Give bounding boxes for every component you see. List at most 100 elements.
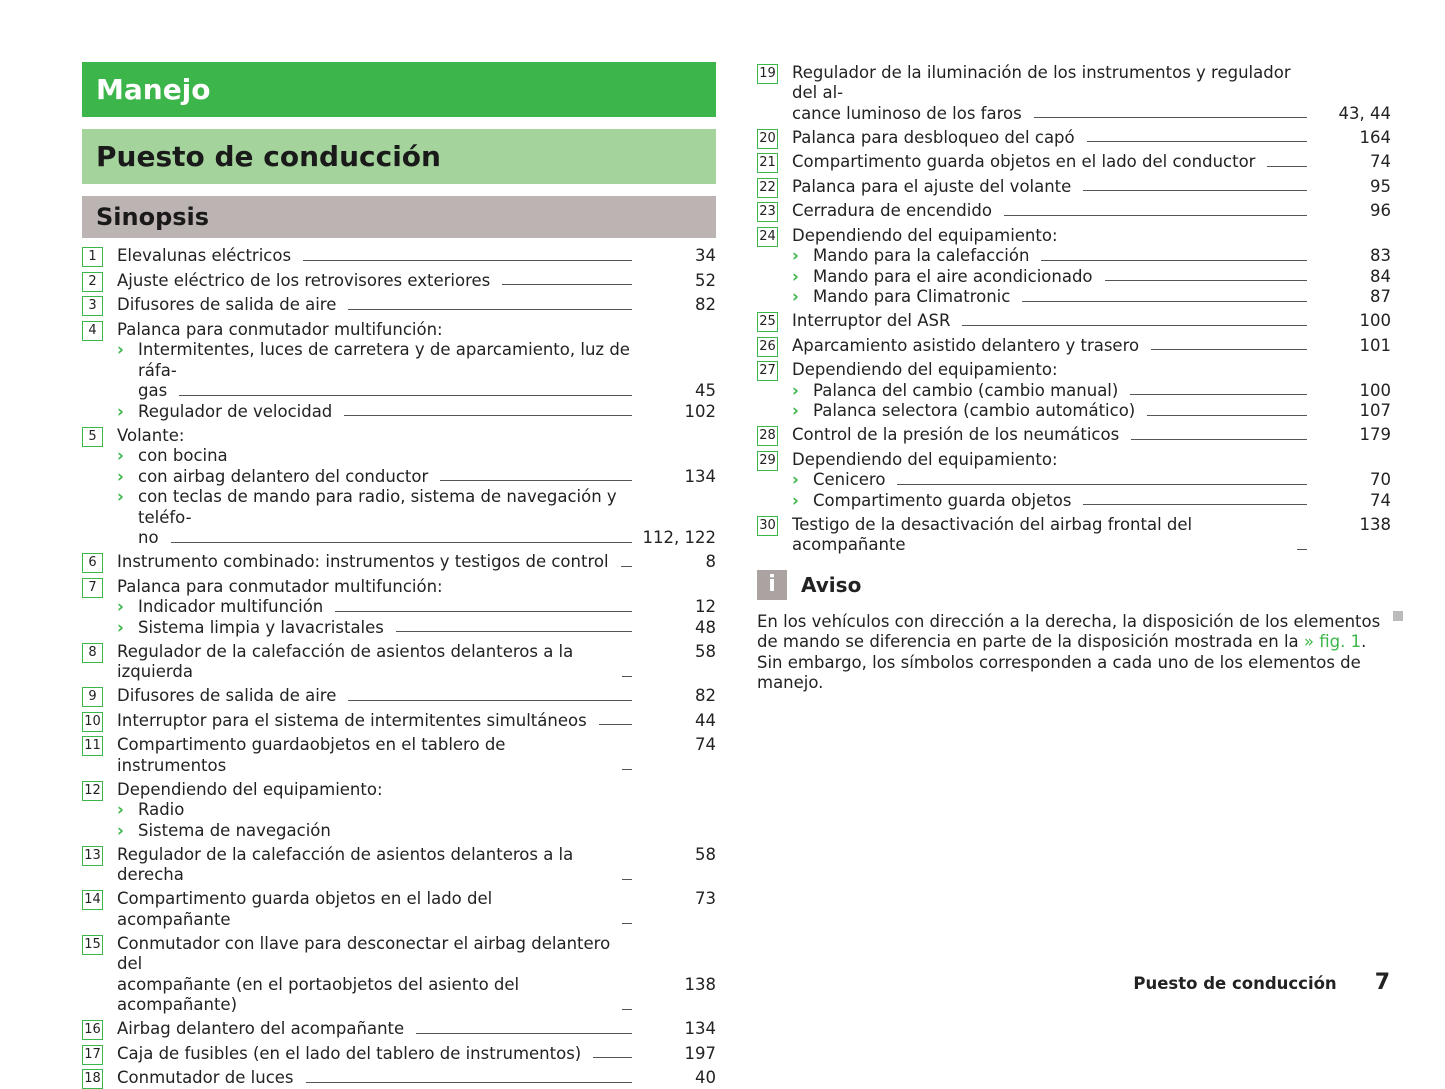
page-reference: 70 xyxy=(1370,470,1391,489)
item-number-badge: 3 xyxy=(82,296,103,316)
item-number-badge: 29 xyxy=(757,450,778,471)
chevron-right-icon: › xyxy=(117,617,124,637)
sub-item: › Mando para la calefacción 83 xyxy=(792,246,1391,267)
sub-item: › Indicador multifunción 12 xyxy=(117,597,716,618)
page-reference: 179 xyxy=(1359,425,1392,444)
entry-text: Palanca del cambio (cambio manual) xyxy=(813,380,1119,400)
chevron-right-icon: › xyxy=(117,446,124,465)
leader-line xyxy=(622,735,632,770)
entry-line: con bocina xyxy=(138,446,716,467)
item-number-badge: 23 xyxy=(757,202,778,222)
item-body: Volante: › con bocina › con airbag delantero… xyxy=(117,426,716,549)
page-reference xyxy=(632,780,716,801)
entry-line: Dependiendo del equipamiento: xyxy=(117,780,716,801)
entry-line: Caja de fusibles (en el lado del tablero… xyxy=(117,1044,716,1065)
list-item: 16 Airbag delantero del acompañante 134 xyxy=(82,1019,716,1040)
page-reference: 101 xyxy=(1359,335,1392,355)
leader-line xyxy=(593,1044,632,1058)
entry-line: Radio xyxy=(138,800,716,821)
entry-line: Ajuste eléctrico de los retrovisores ext… xyxy=(117,271,716,292)
page-reference xyxy=(1307,63,1391,104)
end-of-section-mark xyxy=(1393,611,1403,621)
page-reference: 12 xyxy=(695,597,716,616)
entry-line: Palanca del cambio (cambio manual) 100 xyxy=(813,381,1391,402)
page-reference xyxy=(632,446,716,467)
entry-text: Compartimento guardaobjetos en el tabler… xyxy=(117,735,506,775)
page-reference: 73 xyxy=(695,889,716,908)
page-reference: 134 xyxy=(684,1019,717,1038)
item-body: Conmutador de luces 40 xyxy=(117,1068,716,1089)
sub-item-body: Regulador de velocidad 102 xyxy=(138,402,716,423)
sub-item-body: Sistema limpia y lavacristales 48 xyxy=(138,618,716,639)
chevron-right-icon: › xyxy=(792,470,799,489)
chevron-right-icon: › xyxy=(792,246,799,265)
entry-text: Regulador de la calefacción de asientos … xyxy=(117,641,574,682)
leader-line xyxy=(305,1068,632,1083)
page-reference: 52 xyxy=(695,270,716,290)
leader-line xyxy=(622,642,632,677)
sub-item-body: Mando para el aire acondicionado 84 xyxy=(813,267,1391,288)
entry-line: Aparcamiento asistido delantero y traser… xyxy=(792,336,1391,357)
page-reference: 100 xyxy=(1359,311,1392,330)
item-number-badge: 20 xyxy=(757,128,778,149)
list-item: 18 Conmutador de luces 40 xyxy=(82,1068,716,1089)
entry-text: no xyxy=(138,528,159,547)
item-body: Regulador de la calefacción de asientos … xyxy=(117,642,716,683)
figure-link[interactable]: » fig. 1 xyxy=(1303,632,1362,651)
page-reference: 84 xyxy=(1370,266,1391,286)
page-number: 7 xyxy=(1374,970,1390,995)
list-item: 17 Caja de fusibles (en el lado del table… xyxy=(82,1044,716,1065)
notice-title: Aviso xyxy=(801,572,862,597)
sub-item: › Intermitentes, luces de carretera y de … xyxy=(117,340,716,402)
list-item: 2 Ajuste eléctrico de los retrovisores ex… xyxy=(82,271,716,292)
entry-text-wrap: Testigo de la desactivación del airbag f… xyxy=(792,515,1307,556)
leader-line xyxy=(179,381,632,396)
list-item: 22 Palanca para el ajuste del volante 95 xyxy=(757,177,1391,198)
item-body: Palanca para conmutador multifunción: › In… xyxy=(117,320,716,423)
entry-line: Difusores de salida de aire 82 xyxy=(117,686,716,707)
page-reference: 87 xyxy=(1370,287,1391,306)
entry-line: acompañante (en el portaobjetos del asie… xyxy=(117,975,716,1016)
list-item: 1 Elevalunas eléctricos 34 xyxy=(82,246,716,267)
entry-line: Compartimento guardaobjetos en el tabler… xyxy=(117,735,716,776)
notice-box: i Aviso En los vehículos con dirección a… xyxy=(757,569,1391,694)
item-number-badge: 21 xyxy=(757,153,778,173)
entry-text-wrap: Palanca para el ajuste del volante xyxy=(792,177,1307,198)
page-reference: 138 xyxy=(1359,514,1392,534)
entry-text-wrap: Indicador multifunción xyxy=(138,597,632,618)
list-item: 3 Difusores de salida de aire 82 xyxy=(82,295,716,316)
item-number-badge: 30 xyxy=(757,515,778,536)
entry-text: cance luminoso de los faros xyxy=(792,103,1022,123)
item-number-badge: 26 xyxy=(757,336,778,357)
entry-text-wrap: acompañante (en el portaobjetos del asie… xyxy=(117,975,632,1016)
item-number-badge: 24 xyxy=(757,226,778,247)
list-item: 15 Conmutador con llave para desconectar … xyxy=(82,934,716,1016)
chevron-right-icon: › xyxy=(117,340,124,359)
entry-line: Dependiendo del equipamiento: xyxy=(792,450,1391,471)
leader-line xyxy=(1147,401,1307,416)
entry-text: Dependiendo del equipamiento: xyxy=(792,449,1058,469)
entry-text-wrap: Regulador de la calefacción de asientos … xyxy=(117,642,632,683)
entry-line: Control de la presión de los neumáticos 1… xyxy=(792,425,1391,446)
entry-text-wrap: Instrumento combinado: instrumentos y te… xyxy=(117,552,632,573)
chevron-right-icon: › xyxy=(792,287,799,306)
entry-text-wrap: Mando para el aire acondicionado xyxy=(813,267,1307,288)
entry-text-wrap: Compartimento guardaobjetos en el tabler… xyxy=(117,735,632,776)
notice-text-part: En los vehículos con dirección a la dere… xyxy=(757,611,1381,652)
item-body: Aparcamiento asistido delantero y traser… xyxy=(792,336,1391,357)
entry-text: Regulador de velocidad xyxy=(138,401,333,421)
entry-text-wrap: Compartimento guarda objetos en el lado … xyxy=(117,889,632,930)
item-number-badge: 9 xyxy=(82,687,103,707)
item-number-badge: 10 xyxy=(82,711,103,732)
leader-line xyxy=(348,295,632,310)
leader-line xyxy=(502,271,632,285)
overview-list-left: 1 Elevalunas eléctricos 34 2 Ajuste eléctric… xyxy=(82,246,716,1089)
item-body: Dependiendo del equipamiento: › Palanca de… xyxy=(792,360,1391,422)
entry-text: Compartimento guarda objetos en el lado … xyxy=(792,152,1256,171)
item-number-badge: 14 xyxy=(82,890,103,910)
entry-line: Mando para Climatronic 87 xyxy=(813,287,1391,308)
entry-text: Ajuste eléctrico de los retrovisores ext… xyxy=(117,270,491,290)
sub-item: › Radio xyxy=(117,800,716,821)
leader-line xyxy=(962,311,1307,326)
item-number-badge: 28 xyxy=(757,426,778,446)
